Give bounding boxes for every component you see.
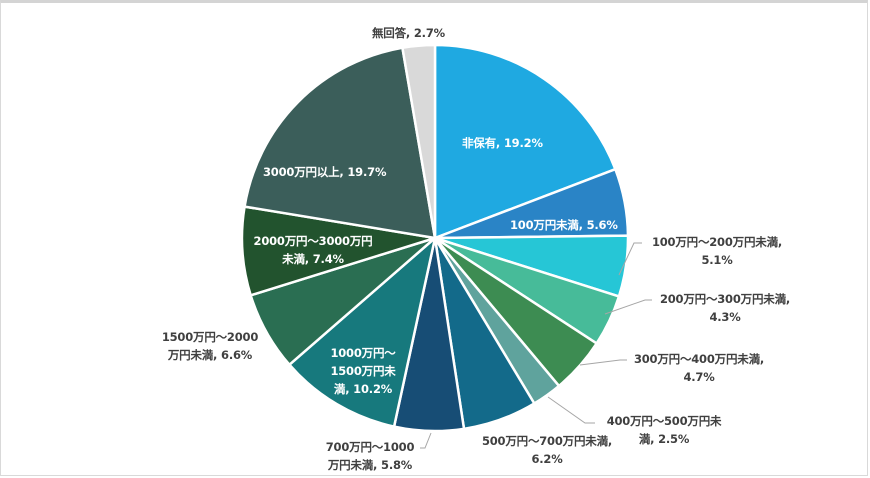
label-500-700-line1: 500万円～700万円未満, [481, 434, 613, 448]
leader-line-700-1000 [420, 432, 432, 449]
label-2000-3000-line2: 未満, 7.4% [282, 252, 344, 266]
leader-line-300-400 [579, 359, 627, 366]
label-100-200-line1: 100万円～200万円未満, [651, 235, 783, 249]
label-2000-3000-line1: 2000万円～3000万円 [253, 234, 373, 248]
label-700-1000-line1: 700万円～1000 [325, 440, 415, 454]
label-700-1000: 700万円～1000 万円未満, 5.8% [320, 438, 420, 474]
label-1000-1500-line3: 満, 10.2% [333, 382, 393, 396]
pie-slice [401, 43, 437, 240]
label-500-700-line2: 6.2% [531, 452, 563, 466]
leader-line-400-500 [547, 396, 595, 424]
leader-line-100-200 [618, 242, 642, 276]
label-3000-plus: 3000万円以上, 19.7% [263, 165, 387, 179]
label-hihoyu: 非保有, 19.2% [462, 136, 543, 150]
label-1000-1500-line2: 1500万円未 [330, 364, 396, 378]
label-300-400-line1: 300万円～400万円未満, [633, 352, 765, 366]
label-2000-3000: 2000万円～3000万円 未満, 7.4% [243, 232, 383, 268]
pie-slice [243, 46, 437, 240]
label-200-300-line2: 4.3% [709, 310, 741, 324]
label-100-200-line2: 5.1% [701, 253, 733, 267]
label-300-400-line2: 4.7% [683, 370, 715, 384]
label-200-300: 200万円～300万円未満, 4.3% [650, 290, 800, 326]
label-under-100: 100万円未満, 5.6% [510, 218, 618, 232]
label-no-answer: 無回答, 2.7% [372, 26, 445, 40]
label-400-500-line2: 満, 2.5% [638, 432, 690, 446]
label-1000-1500: 1000万円～ 1500万円未 満, 10.2% [318, 344, 408, 398]
label-500-700: 500万円～700万円未満, 6.2% [472, 432, 622, 468]
label-400-500: 400万円～500万円未 満, 2.5% [594, 412, 734, 448]
label-100-200: 100万円～200万円未満, 5.1% [642, 233, 792, 269]
pie-slices [240, 43, 630, 433]
label-1500-2000-line1: 1500万円～2000 [161, 330, 259, 344]
label-1500-2000: 1500万円～2000 万円未満, 6.6% [152, 328, 268, 364]
pie-slice [288, 236, 437, 428]
label-1500-2000-line2: 万円未満, 6.6% [167, 348, 253, 362]
pie-slice [433, 43, 617, 240]
leader-line-200-300 [604, 299, 652, 315]
label-1000-1500-line1: 1000万円～ [330, 346, 396, 360]
label-200-300-line1: 200万円～300万円未満, [659, 292, 791, 306]
label-400-500-line1: 400万円～500万円未 [606, 414, 722, 428]
label-300-400: 300万円～400万円未満, 4.7% [624, 350, 774, 386]
leader-lines [420, 242, 652, 449]
label-700-1000-line2: 万円未満, 5.8% [327, 458, 413, 472]
